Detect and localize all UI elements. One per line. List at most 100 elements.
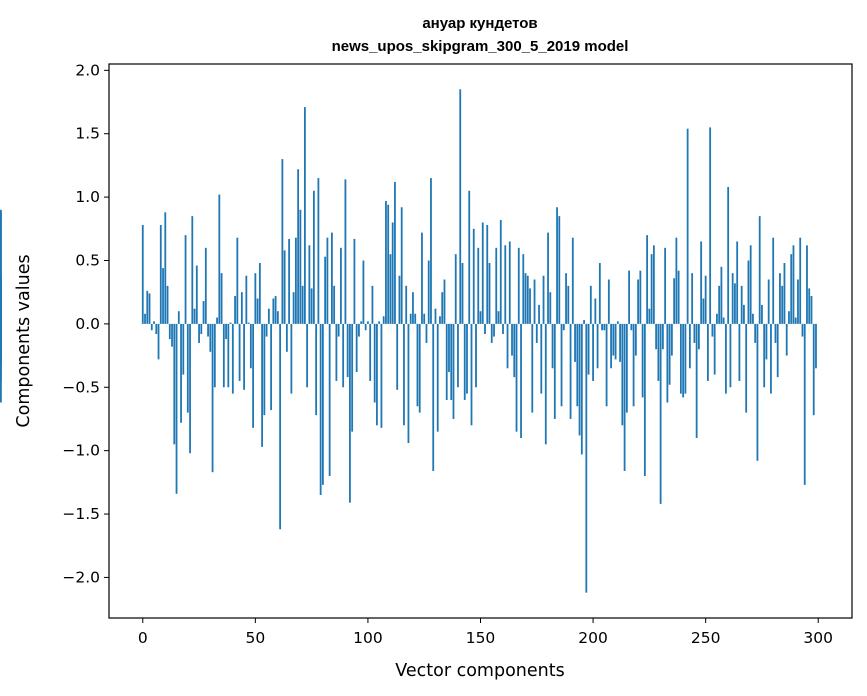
bar	[380, 323, 383, 428]
bar	[340, 247, 342, 324]
bar	[601, 323, 603, 331]
bar	[157, 323, 160, 360]
bar	[227, 323, 230, 388]
bar	[144, 313, 146, 324]
bar	[475, 323, 477, 388]
bar	[702, 298, 705, 324]
bar	[772, 237, 775, 324]
bar	[349, 323, 351, 503]
bar	[245, 275, 248, 324]
bar	[598, 263, 601, 324]
bar	[452, 323, 455, 419]
y-tick-label: 1.5	[75, 125, 100, 143]
bar	[815, 323, 817, 369]
bar	[801, 323, 804, 337]
bar	[749, 245, 752, 324]
bar	[243, 323, 245, 390]
bar	[351, 323, 354, 432]
bar	[497, 311, 500, 324]
y-tick-label: −0.5	[62, 378, 100, 396]
bar	[740, 285, 743, 324]
bar	[398, 275, 401, 324]
bar	[704, 275, 707, 324]
bar	[619, 323, 621, 362]
bar	[173, 323, 176, 445]
bar	[371, 285, 374, 324]
bar	[641, 323, 644, 398]
bar	[731, 273, 734, 324]
x-tick-label: 250	[691, 629, 721, 647]
bar	[454, 254, 457, 324]
bar	[376, 323, 378, 426]
bar	[513, 323, 516, 378]
y-tick-label: −1.0	[62, 442, 100, 460]
bar	[373, 323, 376, 403]
bar	[436, 323, 439, 432]
bar	[628, 270, 630, 324]
bar	[360, 321, 363, 324]
bar	[299, 209, 302, 324]
bar	[344, 179, 347, 324]
bar	[562, 323, 565, 331]
bar	[162, 268, 164, 324]
bar	[515, 323, 518, 432]
bar	[182, 323, 185, 375]
bar	[407, 323, 410, 444]
bar	[141, 225, 144, 324]
bars	[0, 89, 817, 593]
bar	[164, 212, 167, 324]
bar	[531, 323, 534, 413]
bar	[682, 323, 685, 398]
bar	[495, 247, 498, 324]
bar	[580, 323, 583, 455]
bar	[267, 308, 270, 324]
bar	[439, 316, 441, 324]
bar	[175, 323, 178, 494]
bar	[387, 204, 390, 324]
bar	[256, 298, 259, 324]
bar	[177, 311, 180, 324]
bar	[308, 245, 311, 324]
bar	[770, 323, 772, 394]
bar	[556, 207, 558, 324]
bar	[252, 323, 254, 428]
bar	[677, 270, 680, 324]
chart-subtitle: news_upos_skipgram_300_5_2019 model	[332, 38, 629, 55]
bar	[661, 323, 664, 350]
bar	[610, 323, 612, 369]
bar	[743, 304, 745, 324]
x-tick-label: 50	[245, 629, 265, 647]
bar	[468, 190, 471, 324]
bar	[625, 323, 628, 413]
bar	[756, 323, 759, 461]
bar	[603, 323, 606, 331]
bar	[335, 323, 338, 381]
bar	[571, 237, 574, 324]
bar	[200, 323, 203, 335]
bar	[391, 222, 394, 324]
bar	[587, 323, 590, 375]
bar	[213, 323, 216, 388]
bar	[686, 128, 689, 324]
bar	[207, 323, 209, 337]
bar	[191, 216, 194, 324]
bar	[794, 317, 797, 324]
bar	[517, 247, 520, 324]
plot-frame	[108, 63, 853, 619]
bar	[315, 323, 318, 416]
bar	[328, 323, 331, 477]
bar	[646, 235, 649, 324]
bar	[461, 263, 464, 324]
bar	[240, 292, 243, 324]
bar	[382, 316, 385, 324]
bar	[781, 285, 784, 324]
bar	[168, 323, 171, 340]
bar	[745, 323, 748, 413]
bar	[238, 323, 241, 381]
bar	[211, 323, 214, 473]
bar	[643, 323, 646, 477]
bar	[553, 323, 556, 419]
bar	[707, 323, 709, 381]
bar	[364, 323, 367, 331]
bar	[441, 292, 444, 324]
